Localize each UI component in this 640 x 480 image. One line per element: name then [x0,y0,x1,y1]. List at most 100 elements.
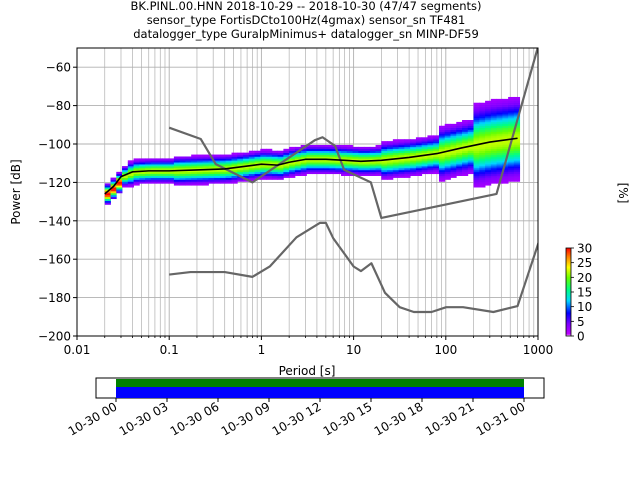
psd-heatmap-cell [410,158,417,161]
psd-heatmap-cell [485,183,492,186]
psd-heatmap-cell [179,183,186,186]
psd-heatmap-cell [260,168,267,171]
psd-heatmap-cell [421,141,428,144]
psd-heatmap-cell [254,173,261,176]
psd-heatmap-cell [369,169,376,173]
psd-heatmap-cell [202,175,209,178]
psd-heatmap-cell [502,179,509,182]
psd-heatmap-cell [312,156,319,159]
psd-heatmap-cell [415,141,423,144]
psd-heatmap-cell [145,158,152,161]
psd-heatmap-cell [513,143,521,146]
psd-heatmap-cell [110,183,117,186]
colorbar-tick-label: 30 [577,242,592,256]
psd-heatmap-cell [277,158,284,161]
psd-heatmap-cell [502,154,509,157]
psd-heatmap-cell [266,171,273,175]
psd-heatmap-cell [127,169,134,173]
y-tick-label: −160 [38,253,71,267]
psd-heatmap-cell [415,146,423,150]
psd-heatmap-cell [508,156,515,159]
psd-heatmap-cell [473,169,480,173]
psd-heatmap-cell [433,168,440,171]
psd-heatmap-cell [496,156,503,159]
psd-heatmap-cell [502,150,509,153]
psd-heatmap-cell [410,173,417,176]
psd-heatmap-cell [450,144,457,148]
psd-heatmap-cell [248,160,255,163]
psd-heatmap-cell [490,160,497,163]
psd-heatmap-cell [156,158,163,161]
data-coverage-bar [116,379,524,387]
psd-heatmap-cell [496,100,503,104]
psd-heatmap-cell [364,173,371,176]
psd-heatmap-cell [490,152,497,155]
psd-heatmap-cell [104,196,111,200]
psd-heatmap-cell [387,162,394,165]
psd-heatmap-cell [289,175,296,178]
psd-heatmap-cell [329,164,336,167]
psd-heatmap-cell [462,164,469,167]
psd-heatmap-cell [179,158,186,161]
psd-heatmap-cell [513,160,521,163]
psd-heatmap-cell [162,158,169,161]
psd-heatmap-cell [490,121,497,125]
psd-heatmap-cell [179,162,186,165]
psd-heatmap-cell [323,144,330,148]
psd-heatmap-cell [473,118,480,121]
psd-heatmap-cell [289,173,296,176]
psd-heatmap-cell [387,146,394,150]
psd-heatmap-cell [179,160,186,163]
psd-heatmap-cell [508,114,515,117]
psd-heatmap-cell [513,141,521,144]
psd-heatmap-cell [168,171,175,175]
psd-heatmap-cell [490,127,497,130]
psd-heatmap-cell [323,171,330,175]
psd-heatmap-cell [508,171,515,175]
psd-heatmap-cell [410,141,417,144]
psd-heatmap-cell [122,175,129,178]
psd-heatmap-cell [438,168,446,171]
psd-heatmap-cell [485,127,492,130]
psd-heatmap-cell [433,156,440,159]
psd-heatmap-cell [306,164,313,167]
psd-heatmap-cell [369,148,376,152]
psd-heatmap-cell [289,162,296,165]
timeline-tick-label: 10-30 18 [372,399,426,438]
psd-heatmap-cell [133,164,140,167]
psd-heatmap-cell [312,144,319,148]
psd-heatmap-cell [421,162,428,165]
psd-heatmap-cell [341,164,348,167]
psd-heatmap-cell [145,162,152,165]
psd-heatmap-cell [312,154,319,157]
colorbar-tick-label: 20 [577,271,592,285]
psd-heatmap-cell [317,152,325,155]
psd-heatmap-cell [462,156,469,159]
psd-heatmap-cell [485,125,492,128]
psd-heatmap-cell [513,131,521,134]
psd-heatmap-cell [433,164,440,167]
psd-heatmap-cell [421,169,428,173]
psd-heatmap-cell [266,160,273,163]
psd-heatmap-cell [444,154,451,157]
psd-heatmap-cell [214,177,221,180]
psd-heatmap-cell [202,166,209,169]
psd-heatmap-cell [104,200,111,203]
psd-heatmap-cell [502,173,509,176]
psd-heatmap-cell [479,166,486,169]
psd-heatmap-cell [433,148,440,152]
psd-heatmap-cell [490,108,497,111]
psd-heatmap-cell [456,171,463,175]
psd-heatmap-cell [300,169,307,173]
psd-heatmap-cell [202,173,209,176]
psd-heatmap-cell [398,141,405,144]
psd-heatmap-cell [485,162,492,165]
psd-heatmap-cell [392,156,400,159]
psd-heatmap-cell [375,156,382,159]
psd-heatmap-cell [381,171,388,175]
psd-heatmap-cell [122,169,129,173]
timeline-tick-label: 10-30 15 [321,399,375,438]
psd-heatmap-cell [508,104,515,107]
psd-heatmap-cell [243,171,250,175]
psd-heatmap-cell [358,146,365,150]
